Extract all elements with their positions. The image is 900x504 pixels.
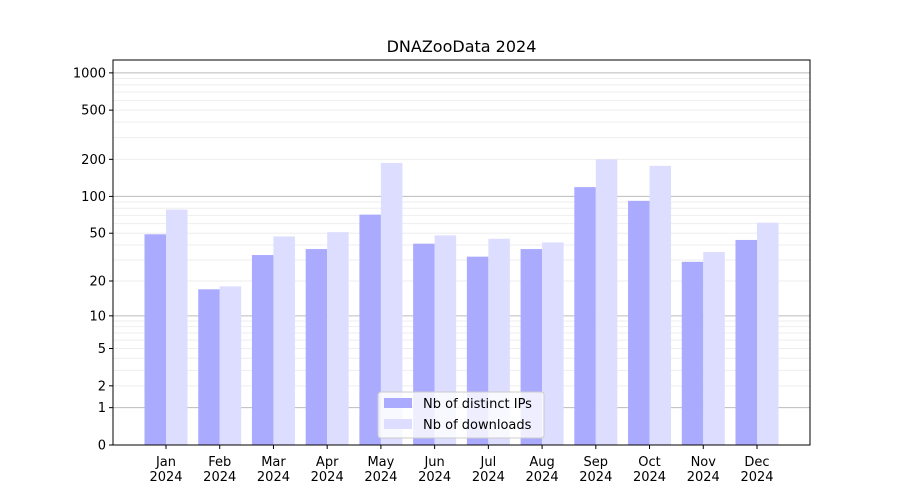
y-tick-label: 10: [89, 309, 106, 324]
bar-downloads: [595, 159, 618, 446]
bar-downloads: [327, 232, 349, 445]
x-tick-label: Mar: [261, 455, 286, 470]
x-tick-label: Jan: [155, 455, 176, 470]
legend-swatch-downloads: [384, 419, 412, 429]
x-tick-label: 2024: [472, 470, 505, 485]
bar-distinct-ips: [359, 214, 381, 445]
y-tick-label: 0: [98, 439, 106, 454]
y-tick-label: 500: [81, 104, 106, 119]
x-tick-label: Nov: [691, 455, 717, 470]
bar-distinct-ips: [144, 234, 166, 445]
x-tick-label: 2024: [149, 470, 182, 485]
y-tick-label: 1: [98, 401, 106, 416]
bar-downloads: [703, 251, 725, 445]
y-tick-label: 100: [81, 190, 106, 205]
legend-swatch-ips: [384, 398, 412, 408]
x-tick-label: 2024: [364, 470, 397, 485]
x-tick-label: 2024: [311, 470, 344, 485]
bar-downloads: [649, 165, 672, 445]
x-tick-label: Apr: [316, 455, 339, 470]
x-tick-label: 2024: [579, 470, 612, 485]
legend-box: [377, 391, 545, 439]
y-tick-label: 20: [89, 275, 106, 290]
x-tick-label: Aug: [529, 455, 554, 470]
bar-distinct-ips: [735, 239, 757, 445]
legend-label-ips: Nb of distinct IPs: [423, 397, 532, 412]
x-tick-label: Dec: [744, 455, 769, 470]
x-tick-label: Sep: [584, 455, 609, 470]
bar-distinct-ips: [251, 255, 274, 445]
bar-downloads: [273, 236, 295, 445]
y-tick-label: 5: [98, 342, 106, 357]
bars: [144, 159, 779, 446]
bar-distinct-ips: [681, 261, 704, 445]
x-axis: Jan2024Feb2024Mar2024Apr2024May2024Jun20…: [149, 445, 774, 485]
x-tick-label: 2024: [257, 470, 290, 485]
bar-distinct-ips: [305, 249, 328, 445]
bar-downloads: [380, 162, 403, 445]
x-tick-label: Oct: [638, 455, 660, 470]
x-tick-label: Jul: [480, 455, 497, 470]
x-tick-label: 2024: [633, 470, 666, 485]
y-axis: 0 1 2 5 10 20 50 100 200 500 1000: [73, 66, 113, 454]
chart-title: DNAZooData 2024: [387, 37, 537, 56]
bar-downloads: [757, 222, 779, 445]
bar-distinct-ips: [574, 187, 596, 445]
bar-downloads: [219, 286, 242, 445]
x-tick-label: 2024: [203, 470, 236, 485]
legend: Nb of distinct IPs Nb of downloads: [377, 391, 545, 439]
x-tick-label: 2024: [418, 470, 451, 485]
bar-distinct-ips: [198, 289, 220, 445]
x-tick-label: Jun: [423, 455, 444, 470]
legend-label-downloads: Nb of downloads: [423, 418, 532, 433]
bar-distinct-ips: [628, 200, 650, 445]
y-tick-label: 2: [98, 379, 106, 394]
x-tick-label: Feb: [208, 455, 231, 470]
y-tick-label: 200: [81, 153, 106, 168]
x-tick-label: 2024: [526, 470, 559, 485]
bar-downloads: [166, 209, 188, 445]
x-tick-label: 2024: [687, 470, 720, 485]
axes-frame: [112, 59, 811, 446]
y-tick-label: 50: [89, 227, 106, 242]
y-tick-label: 1000: [73, 66, 106, 81]
x-tick-label: May: [367, 455, 394, 470]
x-tick-label: 2024: [740, 470, 773, 485]
bar-downloads: [542, 242, 564, 445]
